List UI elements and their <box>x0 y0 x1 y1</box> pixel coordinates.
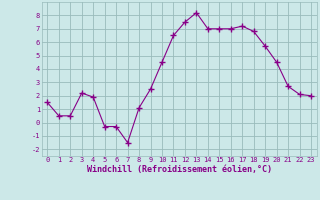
X-axis label: Windchill (Refroidissement éolien,°C): Windchill (Refroidissement éolien,°C) <box>87 165 272 174</box>
